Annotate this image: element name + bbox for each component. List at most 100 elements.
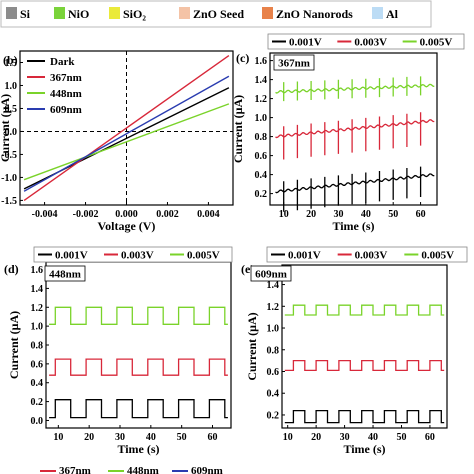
legend-label: 448nm bbox=[50, 88, 82, 100]
material-label: ZnO Nanorods bbox=[276, 7, 353, 21]
x-tick-label: 40 bbox=[368, 432, 378, 443]
y-tick-label: 0.6 bbox=[31, 359, 44, 370]
bottom-wavelength-legend: 367nm 448nm 609nm bbox=[40, 465, 223, 474]
panel-c-367nm-chart: 0.2 0.4 0.6 0.8 1.0 1.2 1.4 1.6 10 20 30 40 50 60 Time… bbox=[231, 33, 465, 233]
x-axis-label: Voltage (V) bbox=[98, 219, 156, 233]
y-tick-label: -0.5 bbox=[1, 150, 17, 161]
x-tick-label: 40 bbox=[361, 209, 371, 220]
material-swatch bbox=[262, 7, 273, 19]
wavelength-label: 367nm bbox=[278, 58, 310, 70]
x-tick-label: 0.002 bbox=[156, 209, 179, 220]
x-tick-label: 40 bbox=[146, 432, 156, 443]
legend-label: 0.005V bbox=[187, 250, 220, 262]
material-label: ZnO Seed bbox=[193, 7, 244, 21]
y-tick-label: 0.4 bbox=[31, 378, 44, 389]
photocurrent-trace-0.001V bbox=[284, 409, 445, 424]
panel-b-iv-chart: -1.5 -1.0 -0.5 0.0 0.5 1.0 1.5 -0.004 -0.002 0.00… bbox=[0, 50, 234, 233]
legend-label: 0.001V bbox=[55, 250, 88, 262]
y-tick-label: 1.0 bbox=[255, 113, 268, 124]
x-axis-label: Time (s) bbox=[343, 442, 385, 456]
voltage-legend-box bbox=[267, 33, 465, 50]
x-tick-label: 10 bbox=[279, 209, 289, 220]
y-axis-label: Current (μA) bbox=[245, 312, 259, 380]
legend-label: 0.003V bbox=[354, 37, 387, 49]
wavelength-label: 609nm bbox=[255, 269, 287, 281]
material-label: SiO₂ bbox=[123, 7, 146, 21]
x-axis-label: Time (s) bbox=[332, 219, 374, 233]
x-tick-label: 30 bbox=[333, 209, 343, 220]
x-tick-label: 30 bbox=[340, 432, 350, 443]
wavelength-label-box bbox=[250, 265, 292, 282]
material-legend: Si NiO SiO₂ ZnO Seed ZnO Nanorods Al bbox=[0, 0, 432, 28]
y-tick-label: 1.4 bbox=[255, 75, 268, 86]
y-tick-label: 1.2 bbox=[255, 94, 268, 105]
y-tick-label: 0.5 bbox=[5, 104, 18, 115]
y-tick-label: 1.6 bbox=[255, 56, 268, 67]
y-tick-label: 1.4 bbox=[31, 284, 44, 295]
x-tick-label: 20 bbox=[84, 432, 94, 443]
panel-d-448nm-chart: 0.0 0.2 0.4 0.6 0.8 1.0 1.2 1.4 1.6 10 20 30 40 50 60 T… bbox=[4, 246, 233, 456]
photocurrent-trace-0.005V bbox=[49, 306, 228, 325]
panel-label: (b) bbox=[3, 53, 18, 67]
iv-line-448nm bbox=[23, 103, 230, 181]
material-label: Al bbox=[386, 7, 399, 21]
plot-frame bbox=[269, 52, 438, 206]
x-tick-label: 0.000 bbox=[115, 209, 138, 220]
material-swatch bbox=[179, 7, 190, 19]
y-axis-label: Current (μA) bbox=[7, 311, 21, 379]
photocurrent-trace-0.003V bbox=[284, 359, 445, 372]
x-tick-label: 10 bbox=[283, 432, 293, 443]
material-swatch bbox=[372, 7, 383, 19]
x-tick-label: 60 bbox=[425, 432, 435, 443]
y-tick-label: 0.0 bbox=[31, 416, 44, 427]
panel-label: (d) bbox=[4, 262, 19, 276]
y-tick-label: 0.0 bbox=[5, 127, 18, 138]
y-tick-label: 1.2 bbox=[267, 302, 280, 313]
material-label: NiO bbox=[68, 7, 89, 21]
x-tick-label: 50 bbox=[388, 209, 398, 220]
y-tick-label: 1.5 bbox=[5, 58, 18, 69]
y-tick-label: 1.0 bbox=[267, 324, 280, 335]
y-axis-label: Current (μA) bbox=[231, 95, 245, 163]
legend-label: 0.003V bbox=[355, 250, 388, 262]
x-tick-label: 30 bbox=[115, 432, 125, 443]
bottom-legend-label: 609nm bbox=[191, 465, 223, 474]
y-tick-label: -1.5 bbox=[1, 196, 17, 207]
y-tick-label: 0.2 bbox=[255, 189, 268, 200]
legend-label: Dark bbox=[50, 56, 75, 68]
x-tick-label: -0.004 bbox=[32, 209, 58, 220]
y-tick-label: -1.0 bbox=[1, 173, 17, 184]
bottom-legend-label: 367nm bbox=[59, 465, 91, 474]
legend-label: 0.005V bbox=[421, 250, 454, 262]
voltage-legend-box bbox=[266, 246, 468, 263]
y-tick-label: 1.2 bbox=[31, 303, 44, 314]
legend-label: 0.001V bbox=[288, 250, 321, 262]
material-swatch bbox=[109, 7, 120, 19]
legend-label: 0.003V bbox=[121, 250, 154, 262]
y-tick-label: 1.6 bbox=[31, 265, 44, 276]
photocurrent-trace-0.001V bbox=[49, 399, 228, 419]
y-tick-label: 1.4 bbox=[267, 280, 280, 291]
x-tick-label: 60 bbox=[416, 209, 426, 220]
legend-label: 0.005V bbox=[420, 37, 453, 49]
wavelength-label-box bbox=[44, 265, 86, 282]
photocurrent-trace-0.003V bbox=[275, 112, 435, 160]
y-tick-label: 0.2 bbox=[267, 410, 280, 421]
wavelength-label-box bbox=[273, 54, 315, 71]
x-tick-label: 20 bbox=[311, 432, 321, 443]
iv-line-609nm bbox=[23, 75, 230, 192]
y-tick-label: 0.8 bbox=[267, 345, 280, 356]
x-axis-label: Time (s) bbox=[117, 442, 159, 456]
photocurrent-trace-0.003V bbox=[49, 358, 228, 376]
y-tick-label: 0.2 bbox=[31, 397, 44, 408]
y-tick-label: 0.6 bbox=[255, 151, 268, 162]
y-tick-label: 1.0 bbox=[5, 81, 18, 92]
material-swatch bbox=[6, 7, 17, 19]
y-tick-label: 0.4 bbox=[255, 170, 268, 181]
x-tick-label: 60 bbox=[208, 432, 218, 443]
legend-label: 367nm bbox=[50, 72, 82, 84]
y-tick-label: 0.4 bbox=[267, 389, 280, 400]
photocurrent-trace-0.005V bbox=[275, 76, 435, 102]
y-tick-label: 1.0 bbox=[31, 322, 44, 333]
